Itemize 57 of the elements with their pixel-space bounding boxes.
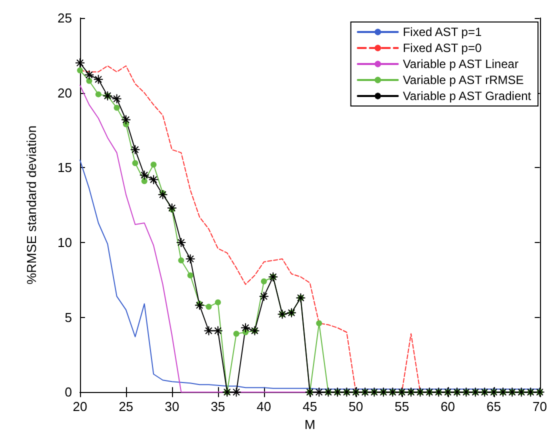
- y-axis-title: %RMSE standard deviation: [24, 126, 39, 285]
- point: [187, 272, 194, 278]
- y-tick-label: 10: [58, 234, 72, 250]
- y-tick-label: 25: [58, 10, 72, 26]
- x-tick-label: 50: [348, 399, 364, 414]
- x-tick-label: 25: [118, 399, 134, 414]
- point: [316, 320, 322, 326]
- point: [214, 299, 221, 306]
- x-axis-title: M: [304, 417, 316, 432]
- point: [93, 74, 104, 84]
- point: [75, 58, 85, 68]
- legend-label: Variable p AST Gradient: [402, 89, 532, 103]
- point: [139, 170, 150, 180]
- x-tick-label: 30: [164, 399, 180, 414]
- point: [132, 160, 138, 166]
- point: [141, 178, 148, 184]
- point: [260, 278, 267, 284]
- point: [166, 203, 177, 214]
- point: [233, 330, 240, 337]
- x-tick-label: 60: [440, 399, 456, 414]
- legend-label: Fixed AST p=1: [402, 25, 482, 39]
- point: [185, 254, 196, 264]
- point: [148, 174, 159, 185]
- point: [158, 190, 168, 200]
- x-tick-label: 65: [486, 399, 502, 414]
- point: [286, 308, 296, 318]
- x-tick-label: 35: [210, 399, 226, 414]
- point: [84, 70, 94, 80]
- y-tick-label: 20: [58, 85, 72, 100]
- x-tick-label: 70: [532, 399, 548, 414]
- point: [95, 91, 102, 98]
- point: [150, 162, 157, 168]
- point: [231, 387, 242, 398]
- point: [120, 114, 131, 125]
- point: [206, 304, 212, 310]
- point: [178, 257, 184, 264]
- legend-label: Variable p AST Linear: [402, 57, 518, 71]
- point: [130, 144, 140, 155]
- legend-label: Fixed AST p=0: [402, 41, 482, 55]
- point: [258, 291, 269, 302]
- legend-label: Variable p AST rRMSE: [402, 73, 524, 87]
- y-tick-label: 5: [64, 310, 72, 325]
- y-tick-label: 0: [64, 384, 72, 400]
- point: [314, 387, 324, 398]
- point: [204, 326, 214, 336]
- x-tick-label: 40: [256, 399, 272, 414]
- point: [112, 94, 122, 104]
- point: [86, 78, 92, 84]
- point: [77, 67, 83, 74]
- point: [194, 300, 205, 310]
- point: [114, 104, 120, 111]
- point: [176, 237, 186, 248]
- point: [212, 326, 223, 336]
- y-tick-label: 15: [58, 160, 72, 176]
- x-tick-label: 45: [302, 399, 318, 414]
- x-tick-label: 55: [394, 399, 410, 414]
- point: [240, 322, 251, 333]
